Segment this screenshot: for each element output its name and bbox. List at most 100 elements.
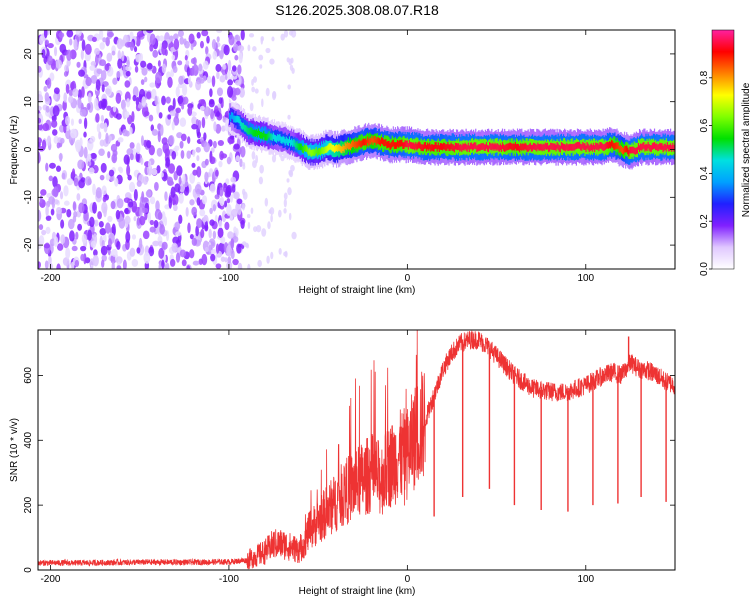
- spectrogram-track-cell: [591, 144, 594, 152]
- spectrogram-noise-blob: [171, 242, 178, 253]
- spectrogram-noise-blob: [75, 231, 79, 240]
- y-tick-label: 10: [23, 96, 34, 108]
- spectrogram-noise-blob: [105, 88, 111, 95]
- spectrogram-noise-blob: [266, 255, 270, 264]
- spectrogram-track-cell: [596, 143, 598, 151]
- spectrogram-track-cell: [265, 133, 267, 141]
- spectrogram-noise-blob: [226, 197, 231, 204]
- spectrogram-track-cell: [434, 142, 436, 149]
- spectrogram-track-cell: [551, 143, 553, 150]
- spectrogram-noise-blob: [136, 247, 141, 254]
- spectrogram-track-cell: [236, 115, 238, 123]
- spectrogram-noise-blob: [140, 135, 144, 147]
- spectrogram-track-cell: [500, 145, 503, 152]
- spectrogram-track-cell: [276, 136, 278, 143]
- spectrogram-track-cell: [616, 142, 618, 150]
- spectrogram-noise-blob: [199, 209, 206, 217]
- spectrogram-noise-blob: [79, 109, 87, 117]
- spectrogram-track-cell: [584, 143, 586, 150]
- spectrogram-track-cell: [462, 143, 464, 150]
- spectrogram-noise-blob: [131, 111, 135, 123]
- spectrogram-track-cell: [566, 143, 568, 150]
- spectrogram-noise-blob: [230, 208, 238, 218]
- spectrogram-noise-blob: [228, 138, 235, 144]
- spectrogram-noise-blob: [216, 36, 220, 43]
- spectrogram-noise-blob: [52, 176, 58, 188]
- spectrogram-track-cell: [538, 144, 540, 151]
- spectrogram-noise-blob: [214, 194, 220, 200]
- spectrogram-noise-blob: [173, 38, 180, 51]
- spectrogram-track-cell: [420, 144, 422, 151]
- spectrogram-noise-blob: [146, 62, 153, 70]
- spectrogram-noise-blob: [165, 157, 171, 167]
- spectrogram-track-cell: [369, 137, 371, 145]
- spectrogram-noise-blob: [215, 263, 222, 269]
- spectrogram-noise-blob: [107, 151, 111, 159]
- spectrogram-track-cell: [613, 143, 615, 150]
- spectrogram-track-cell: [489, 142, 491, 149]
- spectrogram-noise-blob: [240, 145, 246, 158]
- snr-background: [38, 330, 675, 570]
- spectrogram-noise-blob: [204, 171, 209, 182]
- spectrogram-noise-blob: [41, 139, 47, 151]
- spectrogram-noise-blob: [222, 63, 227, 70]
- spectrogram-noise-blob: [189, 233, 194, 240]
- spectrogram-track-cell: [664, 143, 666, 151]
- spectrogram-track-cell: [380, 137, 383, 144]
- spectrogram-track-cell: [644, 144, 646, 152]
- spectrogram-track-cell: [409, 141, 412, 149]
- spectrogram-noise-blob: [218, 97, 223, 104]
- spectrogram-track-cell: [612, 141, 614, 148]
- spectrogram-noise-blob: [148, 246, 155, 257]
- spectrogram-noise-blob: [196, 31, 201, 39]
- spectrogram-noise-blob: [133, 216, 137, 222]
- spectrogram-noise-blob: [178, 192, 184, 204]
- spectrogram-track-cell: [554, 143, 556, 151]
- spectrogram-track-cell: [378, 138, 381, 145]
- spectrogram-track-cell: [253, 129, 255, 137]
- spectrogram-noise-blob: [120, 99, 126, 110]
- spectrogram-track-cell: [561, 142, 564, 150]
- spectrogram-noise-blob: [230, 176, 237, 183]
- spectrogram-noise-blob: [175, 86, 180, 98]
- spectrogram-noise-blob: [115, 209, 121, 220]
- spectrogram-track-cell: [306, 145, 308, 152]
- spectrogram-track-cell: [365, 139, 368, 147]
- spectrogram-noise-blob: [88, 167, 95, 175]
- spectrogram-noise-blob: [231, 65, 237, 72]
- spectrogram-noise-blob: [231, 74, 238, 80]
- spectrogram-noise-blob: [63, 200, 70, 206]
- spectrogram-noise-blob: [83, 146, 88, 159]
- spectrogram-noise-blob: [191, 116, 197, 125]
- spectrogram-track-cell: [633, 147, 635, 155]
- spectrogram-track-cell: [632, 146, 634, 154]
- spectrogram-track-cell: [498, 145, 500, 152]
- spectrogram-track-cell: [274, 135, 277, 142]
- spectrogram-noise-blob: [66, 208, 72, 218]
- spectrogram-track-cell: [567, 144, 569, 152]
- spectrogram-noise-blob: [259, 64, 263, 69]
- spectrogram-noise-blob: [38, 105, 42, 112]
- spectrogram-noise-blob: [161, 95, 166, 106]
- spectrogram-noise-blob: [38, 235, 45, 246]
- spectrogram-track-cell: [601, 143, 603, 150]
- spectrogram-noise-blob: [101, 201, 108, 214]
- spectrogram-track-cell: [392, 139, 394, 147]
- spectrogram-track-cell: [394, 142, 397, 149]
- spectrogram-track-cell: [334, 145, 337, 152]
- spectrogram-noise-blob: [148, 114, 154, 122]
- spectrogram-noise-blob: [93, 97, 99, 110]
- spectrogram-noise-blob: [159, 224, 165, 235]
- spectrogram-noise-blob: [98, 30, 104, 40]
- spectrogram-track-cell: [642, 142, 644, 150]
- spectrogram-track-cell: [433, 145, 435, 152]
- spectrogram-track-cell: [234, 115, 236, 123]
- spectrogram-track-cell: [530, 144, 533, 152]
- spectrogram-track-cell: [292, 140, 294, 147]
- spectrogram-track-cell: [316, 149, 318, 157]
- spectrogram-noise-blob: [70, 81, 75, 91]
- spectrogram-noise-blob: [116, 198, 124, 209]
- spectrogram-track-cell: [339, 144, 341, 152]
- spectrogram-y-label: Frequency (Hz): [9, 116, 20, 185]
- spectrogram-noise-blob: [67, 218, 75, 230]
